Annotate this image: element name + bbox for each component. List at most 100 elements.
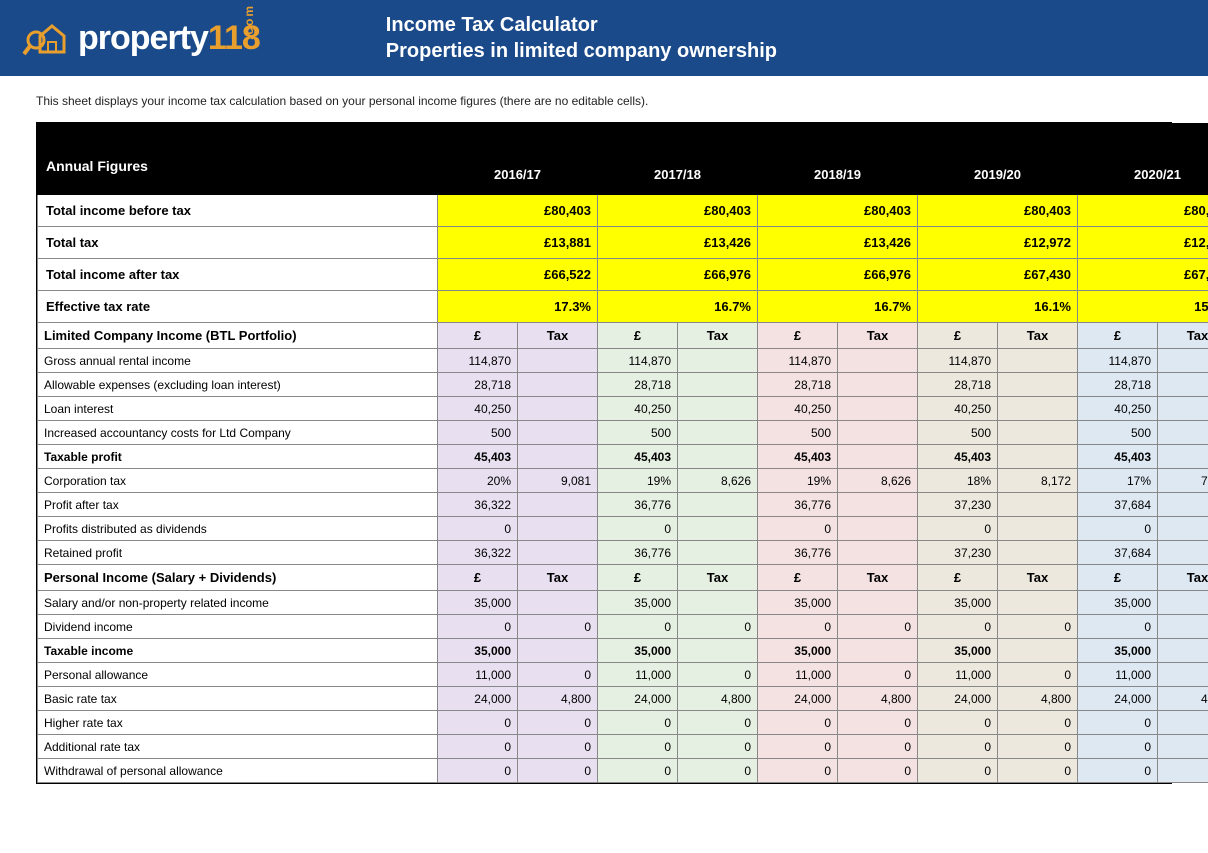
cell-tax xyxy=(998,445,1078,469)
cell-tax: 0 xyxy=(518,711,598,735)
sub-tax: Tax xyxy=(678,565,758,591)
cell-amount: 35,000 xyxy=(758,639,838,663)
section-label: Personal Income (Salary + Dividends) xyxy=(38,565,438,591)
table-row: Gross annual rental income114,870114,870… xyxy=(38,349,1208,373)
cell-amount: 40,250 xyxy=(438,397,518,421)
cell-tax: 0 xyxy=(518,735,598,759)
cell-amount: 0 xyxy=(758,615,838,639)
row-label: Retained profit xyxy=(38,541,438,565)
summary-value: 17.3% xyxy=(438,291,598,323)
year-header-row: Annual Figures2016/172017/182018/192019/… xyxy=(38,124,1208,195)
cell-tax xyxy=(1158,639,1208,663)
cell-amount: 20% xyxy=(438,469,518,493)
cell-amount: 500 xyxy=(438,421,518,445)
row-label: Gross annual rental income xyxy=(38,349,438,373)
intro-text: This sheet displays your income tax calc… xyxy=(0,76,1208,122)
row-label: Taxable profit xyxy=(38,445,438,469)
table-row: Increased accountancy costs for Ltd Comp… xyxy=(38,421,1208,445)
cell-amount: 0 xyxy=(438,735,518,759)
cell-tax xyxy=(678,421,758,445)
summary-value: £12,972 xyxy=(918,227,1078,259)
cell-tax xyxy=(998,639,1078,663)
table-row: Dividend income0000000000 xyxy=(38,615,1208,639)
cell-amount: 35,000 xyxy=(758,591,838,615)
cell-tax xyxy=(838,541,918,565)
cell-tax: 0 xyxy=(678,711,758,735)
sub-pound: £ xyxy=(758,323,838,349)
cell-amount: 0 xyxy=(438,615,518,639)
cell-tax: 4,800 xyxy=(838,687,918,711)
row-label: Corporation tax xyxy=(38,469,438,493)
sub-pound: £ xyxy=(758,565,838,591)
summary-value: £13,426 xyxy=(758,227,918,259)
cell-tax: 0 xyxy=(1158,615,1208,639)
cell-tax xyxy=(678,639,758,663)
summary-value: £80,403 xyxy=(758,195,918,227)
cell-amount: 0 xyxy=(758,735,838,759)
cell-amount: 0 xyxy=(758,759,838,783)
summary-row: Total income after tax£66,522£66,976£66,… xyxy=(38,259,1208,291)
summary-row: Total tax£13,881£13,426£13,426£12,972£12… xyxy=(38,227,1208,259)
summary-value: £80,403 xyxy=(438,195,598,227)
cell-tax xyxy=(1158,541,1208,565)
cell-amount: 0 xyxy=(1078,517,1158,541)
cell-tax: 0 xyxy=(678,735,758,759)
cell-amount: 36,776 xyxy=(758,493,838,517)
cell-tax: 0 xyxy=(998,663,1078,687)
cell-tax xyxy=(998,373,1078,397)
cell-amount: 0 xyxy=(438,517,518,541)
cell-tax xyxy=(1158,591,1208,615)
cell-amount: 37,684 xyxy=(1078,493,1158,517)
year-header: 2020/21 xyxy=(1078,124,1208,195)
summary-value: £13,881 xyxy=(438,227,598,259)
cell-tax: 4,800 xyxy=(518,687,598,711)
summary-value: £80,403 xyxy=(918,195,1078,227)
row-label: Increased accountancy costs for Ltd Comp… xyxy=(38,421,438,445)
logo-text: property118.com xyxy=(78,19,296,58)
summary-value: 16.1% xyxy=(918,291,1078,323)
cell-tax xyxy=(518,541,598,565)
cell-amount: 36,776 xyxy=(758,541,838,565)
row-label: Taxable income xyxy=(38,639,438,663)
cell-tax: 4,800 xyxy=(998,687,1078,711)
cell-tax xyxy=(838,591,918,615)
cell-amount: 0 xyxy=(598,615,678,639)
cell-tax xyxy=(998,517,1078,541)
cell-amount: 35,000 xyxy=(918,591,998,615)
cell-tax xyxy=(998,541,1078,565)
cell-tax xyxy=(518,517,598,541)
summary-value: 15.6% xyxy=(1078,291,1208,323)
sub-pound: £ xyxy=(1078,565,1158,591)
cell-amount: 45,403 xyxy=(918,445,998,469)
row-label: Profits distributed as dividends xyxy=(38,517,438,541)
cell-amount: 28,718 xyxy=(1078,373,1158,397)
cell-amount: 40,250 xyxy=(598,397,678,421)
cell-amount: 36,776 xyxy=(598,493,678,517)
cell-amount: 0 xyxy=(598,517,678,541)
summary-value: £12,518 xyxy=(1078,227,1208,259)
sub-tax: Tax xyxy=(1158,565,1208,591)
summary-value: £13,426 xyxy=(598,227,758,259)
cell-amount: 0 xyxy=(598,759,678,783)
cell-amount: 35,000 xyxy=(598,639,678,663)
cell-amount: 36,776 xyxy=(598,541,678,565)
table-row: Profits distributed as dividends00000 xyxy=(38,517,1208,541)
cell-tax xyxy=(1158,397,1208,421)
cell-amount: 11,000 xyxy=(758,663,838,687)
cell-tax xyxy=(838,493,918,517)
cell-amount: 24,000 xyxy=(1078,687,1158,711)
row-label: Allowable expenses (excluding loan inter… xyxy=(38,373,438,397)
sub-pound: £ xyxy=(918,565,998,591)
cell-amount: 35,000 xyxy=(918,639,998,663)
sub-tax: Tax xyxy=(518,323,598,349)
cell-amount: 11,000 xyxy=(1078,663,1158,687)
cell-amount: 35,000 xyxy=(1078,639,1158,663)
summary-value: £67,884 xyxy=(1078,259,1208,291)
summary-value: £80,403 xyxy=(1078,195,1208,227)
row-label: Basic rate tax xyxy=(38,687,438,711)
cell-tax: 0 xyxy=(518,663,598,687)
year-header: 2017/18 xyxy=(598,124,758,195)
cell-amount: 0 xyxy=(918,759,998,783)
cell-amount: 40,250 xyxy=(1078,397,1158,421)
cell-amount: 0 xyxy=(918,735,998,759)
